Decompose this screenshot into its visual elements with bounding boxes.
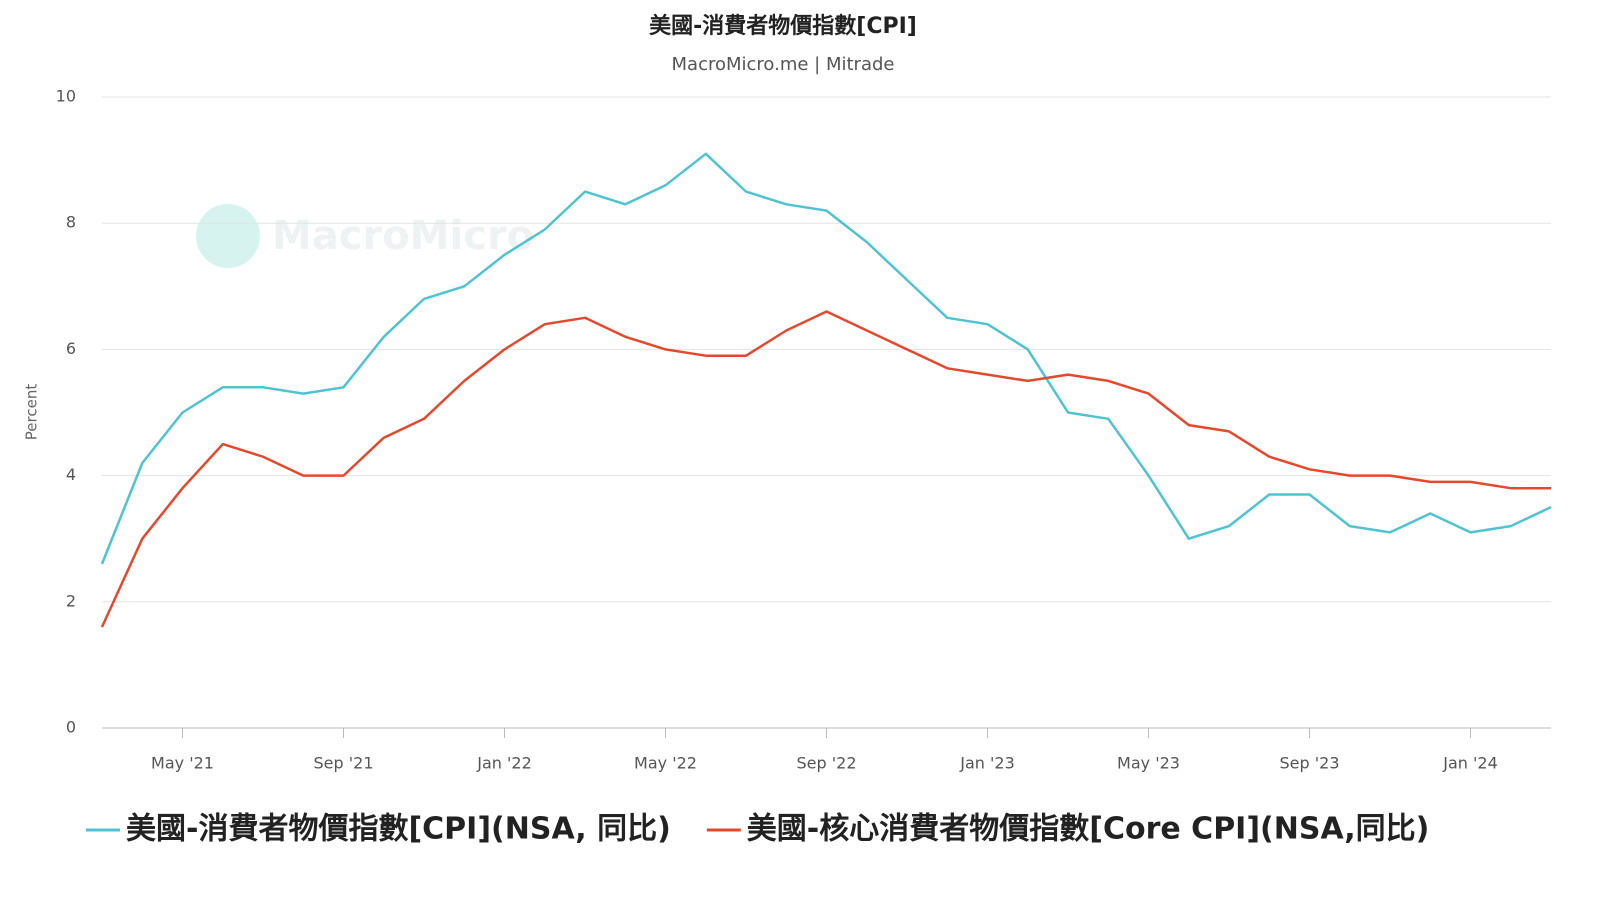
watermark-logo bbox=[196, 204, 260, 268]
y-tick-label: 6 bbox=[66, 339, 76, 358]
x-tick-label: Jan '23 bbox=[959, 754, 1015, 773]
chart-subtitle: MacroMicro.me | Mitrade bbox=[672, 54, 895, 75]
y-tick-label: 4 bbox=[66, 465, 76, 484]
x-tick-label: Sep '22 bbox=[797, 754, 857, 773]
x-tick-label: May '22 bbox=[634, 754, 697, 773]
legend-label: 美國-核心消費者物價指數[Core CPI](NSA,同比) bbox=[747, 812, 1430, 847]
y-tick-label: 0 bbox=[66, 718, 76, 737]
legend-label: 美國-消費者物價指數[CPI](NSA, 同比) bbox=[126, 812, 671, 847]
y-tick-label: 10 bbox=[56, 87, 76, 106]
line-series bbox=[100, 152, 1552, 565]
y-tick-label: 8 bbox=[66, 213, 76, 232]
y-axis-label: Percent bbox=[23, 384, 41, 441]
x-tick-label: Jan '24 bbox=[1442, 754, 1498, 773]
x-tick-label: Sep '23 bbox=[1280, 754, 1340, 773]
chart-title: 美國-消費者物價指數[CPI] bbox=[649, 13, 917, 39]
line-series bbox=[100, 310, 1551, 628]
x-tick-label: May '21 bbox=[151, 754, 214, 773]
watermark: MacroMicro bbox=[272, 213, 534, 259]
y-tick-label: 2 bbox=[66, 591, 76, 610]
x-tick-label: May '23 bbox=[1117, 754, 1180, 773]
x-tick-label: Sep '21 bbox=[314, 754, 374, 773]
x-tick-label: Jan '22 bbox=[476, 754, 532, 773]
